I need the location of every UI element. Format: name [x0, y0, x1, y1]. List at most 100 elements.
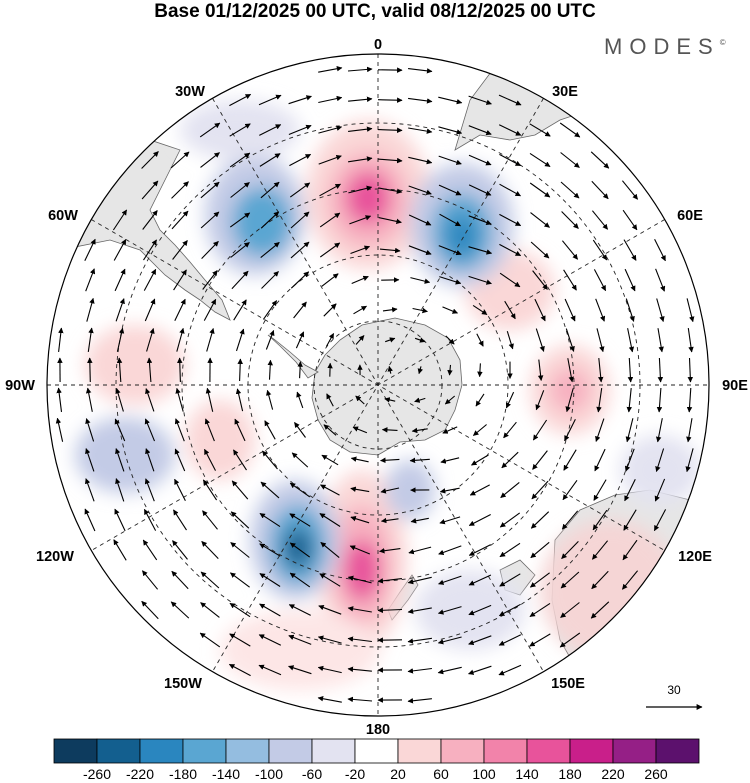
wind-vector [627, 328, 635, 353]
wind-vector [323, 424, 337, 436]
wind-vector [297, 361, 303, 379]
colorbar-swatch [53, 738, 98, 764]
lon-label-90w: 90W [5, 378, 35, 394]
wind-vector [261, 271, 279, 289]
wind-vector [410, 277, 431, 284]
wind-vector [595, 298, 606, 322]
wind-vector [229, 123, 251, 137]
positive-anomaly [550, 368, 590, 412]
wind-vector [377, 157, 403, 164]
wind-vector [258, 94, 282, 106]
wind-vector [499, 272, 521, 288]
colorbar-tick-label: -60 [302, 766, 322, 782]
wind-vector [85, 418, 95, 442]
wind-vector [351, 275, 369, 285]
wind-vector [506, 331, 514, 350]
wind-vector [468, 514, 491, 526]
wind-vector [115, 387, 124, 412]
wind-vector [535, 390, 545, 411]
wind-vector [318, 155, 342, 165]
wind-vector [201, 541, 219, 559]
wind-vector [408, 156, 433, 165]
wind-vector [407, 698, 432, 704]
wind-vector [288, 665, 312, 675]
wind-vector [317, 635, 342, 644]
wind-vector [326, 393, 334, 407]
wind-vector [200, 152, 220, 168]
wind-vector [290, 211, 310, 229]
wind-vector [319, 573, 341, 587]
wind-vector [233, 299, 247, 321]
wind-vector [468, 665, 492, 675]
wind-vector [468, 246, 493, 255]
colorbar-swatch [483, 738, 528, 764]
wind-vector [174, 298, 186, 322]
wind-vector [655, 268, 666, 292]
wind-vector [592, 239, 608, 261]
wind-vector [144, 418, 156, 442]
wind-vector [499, 183, 521, 197]
wind-vector [564, 298, 576, 322]
wind-vector [348, 96, 373, 103]
wind-vector [529, 182, 551, 198]
wind-vector [175, 387, 184, 412]
wind-vector [318, 604, 342, 615]
wind-vector [85, 478, 95, 502]
wind-vector [289, 182, 311, 198]
wind-vector [288, 95, 312, 105]
colorbar-swatch [440, 738, 485, 764]
wind-vector [202, 510, 218, 530]
wind-vector [199, 632, 221, 648]
wind-vector [289, 482, 311, 498]
wind-vector [593, 269, 607, 292]
wind-vector [471, 454, 489, 466]
wind-vector [439, 276, 462, 285]
wind-vector [318, 125, 343, 134]
wind-vector [113, 539, 127, 561]
wind-vector [264, 420, 276, 440]
wind-vector [355, 335, 365, 345]
map-disk [47, 54, 709, 716]
wind-vector [529, 602, 551, 618]
wind-vector [174, 448, 186, 472]
wind-vector [170, 601, 190, 619]
map-boundary [46, 53, 710, 717]
wind-vector [626, 388, 633, 413]
colorbar-swatch [268, 738, 313, 764]
wind-vector [624, 268, 636, 292]
wind-vector [623, 509, 637, 531]
wind-vector [468, 125, 492, 136]
wind-vector [114, 508, 126, 532]
wind-vector [177, 357, 183, 383]
wind-vector [562, 479, 578, 501]
lon-label-120w: 120W [36, 549, 74, 565]
wind-vector [561, 541, 579, 559]
wind-vector [442, 426, 458, 434]
wind-vector [439, 516, 461, 525]
wind-vector [258, 664, 282, 676]
wind-vector [172, 240, 188, 260]
wind-vector [320, 484, 340, 496]
wind-vector [595, 418, 605, 442]
wind-vector [564, 419, 576, 442]
wind-vector [499, 542, 521, 558]
wind-vector [229, 572, 250, 588]
wind-vector [115, 478, 125, 502]
wind-vector [262, 450, 278, 470]
wind-vector [437, 606, 462, 615]
wind-vector [560, 571, 580, 589]
wind-vector [116, 327, 125, 352]
wind-vector [686, 387, 693, 413]
wind-vector [561, 510, 579, 530]
wind-vector [530, 511, 550, 529]
wind-vector [200, 602, 220, 618]
wind-vector [380, 487, 400, 494]
wind-vector [289, 542, 311, 558]
colorbar-swatch [569, 738, 614, 764]
wind-vector [504, 300, 516, 320]
lon-label-150w: 150W [164, 676, 202, 692]
wind-vector [317, 665, 342, 674]
wind-vector [529, 572, 550, 588]
wind-vector [142, 539, 158, 561]
